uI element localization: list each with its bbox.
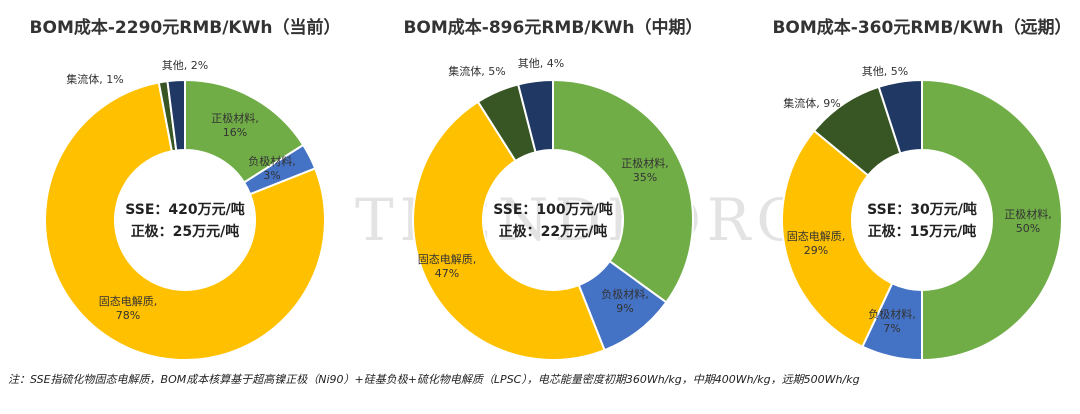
chart-title: BOM成本-2290元RMB/KWh（当前）: [30, 17, 341, 38]
slice-1: [552, 78, 694, 304]
chart-title: BOM成本-360元RMB/KWh（远期）: [772, 17, 1071, 38]
slice-label-2: 负极材料, 9%: [601, 287, 649, 315]
slice-value: 78%: [116, 309, 140, 322]
donut-chart-3: BOM成本-360元RMB/KWh（远期） 正极材料, 50% 负极材料, 7% 固态电解…: [772, 17, 1072, 362]
donut-chart-1: BOM成本-2290元RMB/KWh（当前） 正极材料, 16% 负极材料, 3% 固态电…: [30, 17, 341, 361]
slice-label-1: 正极材料, 16%: [211, 111, 259, 139]
slice-name: 固态电解质,: [99, 294, 158, 308]
slice-label-5: 其他, 5%: [862, 65, 908, 78]
slice-name: 负极材料,: [601, 287, 649, 301]
slice-label-4: 集流体, 5%: [448, 64, 505, 78]
slice-label-3: 固态电解质, 29%: [787, 229, 846, 257]
donut-chart-2: BOM成本-896元RMB/KWh（中期） 正极材料, 35% 负极材料, 9% 固态电解…: [403, 17, 703, 361]
slice-name: 负极材料,: [248, 154, 296, 168]
slice-5: [166, 78, 186, 152]
center-note-2: 正极：25万元/吨: [131, 223, 240, 240]
footnote: 注：SSE指硫化物固态电解质，BOM成本核算基于超高镍正极（Ni90）+硅基负极…: [8, 373, 860, 386]
slice-label-1: 正极材料, 35%: [621, 156, 669, 184]
center-note-1: SSE：30万元/吨: [867, 201, 977, 218]
slice-5: [877, 78, 923, 155]
slice-1: [921, 78, 1063, 362]
slice-value: 7%: [883, 322, 900, 335]
slice-label-3: 固态电解质, 78%: [99, 294, 158, 322]
slice-value: 3%: [263, 169, 280, 182]
slice-name: 固态电解质,: [787, 229, 846, 243]
slice-label-5: 其他, 2%: [162, 59, 208, 72]
slice-label-1: 正极材料, 50%: [1004, 207, 1052, 235]
center-note-1: SSE：420万元/吨: [125, 201, 244, 218]
slice-label-5: 其他, 4%: [518, 57, 564, 70]
slice-value: 50%: [1016, 222, 1040, 235]
slice-label-3: 固态电解质, 47%: [418, 252, 477, 280]
slice-value: 35%: [633, 171, 657, 184]
slice-label-2: 负极材料, 7%: [868, 307, 916, 335]
slice-value: 16%: [223, 126, 247, 139]
slice-label-4: 集流体, 9%: [783, 96, 840, 110]
center-note-2: 正极：15万元/吨: [868, 223, 977, 240]
slice-5: [516, 78, 554, 154]
center-note-1: SSE：100万元/吨: [493, 201, 612, 218]
slice-name: 正极材料,: [621, 156, 669, 170]
slice-value: 9%: [616, 302, 633, 315]
center-note-2: 正极：22万元/吨: [499, 223, 608, 240]
slice-name: 固态电解质,: [418, 252, 477, 266]
slice-value: 47%: [435, 267, 459, 280]
slice-name: 负极材料,: [868, 307, 916, 321]
slice-3: [44, 81, 326, 361]
slice-3: [781, 129, 894, 349]
slice-label-2: 负极材料, 3%: [248, 154, 296, 182]
slice-name: 正极材料,: [211, 111, 259, 125]
slice-value: 29%: [804, 244, 828, 257]
chart-title: BOM成本-896元RMB/KWh（中期）: [403, 17, 702, 38]
slice-label-4: 集流体, 1%: [66, 72, 123, 86]
slice-name: 正极材料,: [1004, 207, 1052, 221]
slice-3: [412, 100, 606, 361]
